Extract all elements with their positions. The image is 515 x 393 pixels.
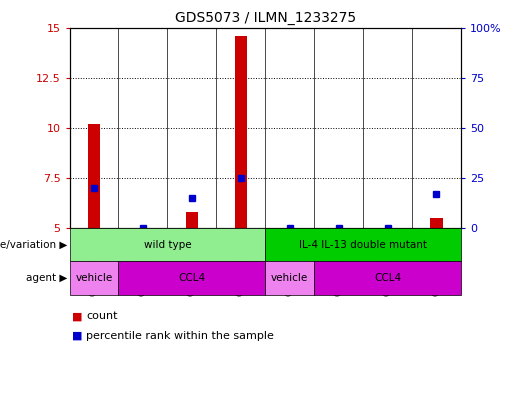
Bar: [118, 261, 265, 295]
Bar: [235, 35, 247, 228]
Bar: [265, 228, 461, 261]
Text: ■: ■: [72, 311, 82, 321]
Bar: [70, 228, 265, 261]
Text: vehicle: vehicle: [271, 273, 308, 283]
Text: count: count: [86, 311, 117, 321]
Text: agent ▶: agent ▶: [26, 273, 67, 283]
Text: CCL4: CCL4: [374, 273, 401, 283]
Bar: [70, 261, 118, 295]
Text: genotype/variation ▶: genotype/variation ▶: [0, 240, 67, 250]
Text: ■: ■: [72, 331, 82, 341]
Text: IL-4 IL-13 double mutant: IL-4 IL-13 double mutant: [299, 240, 427, 250]
Text: vehicle: vehicle: [75, 273, 113, 283]
Bar: [186, 212, 198, 228]
Text: wild type: wild type: [144, 240, 191, 250]
Bar: [88, 124, 100, 228]
Bar: [314, 261, 461, 295]
Bar: [265, 261, 314, 295]
Title: GDS5073 / ILMN_1233275: GDS5073 / ILMN_1233275: [175, 11, 356, 25]
Text: percentile rank within the sample: percentile rank within the sample: [86, 331, 274, 341]
Bar: [431, 218, 442, 228]
Text: CCL4: CCL4: [178, 273, 205, 283]
